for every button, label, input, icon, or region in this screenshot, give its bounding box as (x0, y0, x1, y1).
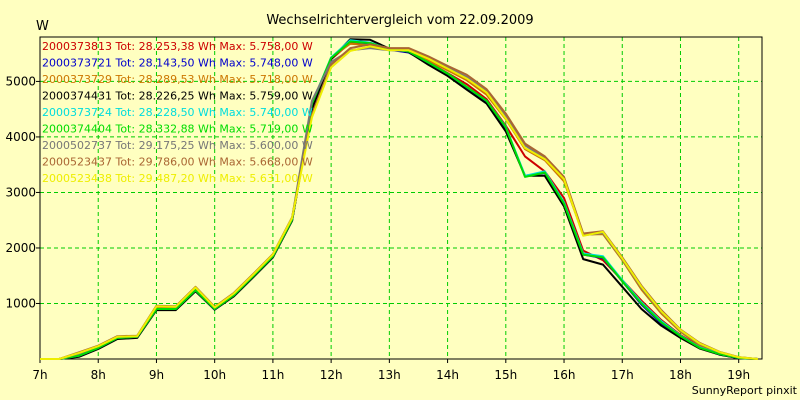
y-tick-label: 2000 (5, 241, 36, 255)
y-axis-label: W (36, 19, 49, 34)
legend-entry-2000373724: 2000373724 Tot: 28.228,50 Wh Max: 5.740,… (42, 106, 313, 119)
y-tick-label: 1000 (5, 296, 36, 310)
x-tick-label: 17h (611, 368, 634, 382)
x-tick-label: 12h (320, 368, 343, 382)
x-tick-label: 18h (669, 368, 692, 382)
x-tick-label: 7h (32, 368, 47, 382)
legend: 2000373813 Tot: 28.253,38 Wh Max: 5.758,… (42, 40, 313, 185)
axes: 1000 2000 3000 4000 5000 7h 8h 9h 10h 11h 12h 13h 14… (5, 36, 763, 382)
chart-title: Wechselrichtervergleich vom 22.09.2009 (266, 13, 533, 28)
series-lines (40, 38, 758, 360)
x-tick-label: 9h (149, 368, 164, 382)
x-tick-label: 14h (436, 368, 459, 382)
plot-frame (39, 36, 763, 360)
y-tick-label: 4000 (5, 130, 36, 144)
x-tick-label: 16h (553, 368, 576, 382)
x-tick-label: 10h (203, 368, 226, 382)
series-line-2000523438 (40, 45, 758, 360)
x-tick-label: 19h (727, 368, 750, 382)
x-tick-label: 13h (378, 368, 401, 382)
legend-entry-2000373721: 2000373721 Tot: 28.143,50 Wh Max: 5.748,… (42, 57, 313, 70)
legend-entry-2000502737: 2000502737 Tot: 29.175,25 Wh Max: 5.600,… (42, 139, 313, 152)
x-tick-label: 11h (261, 368, 284, 382)
x-tick-label: 8h (91, 368, 106, 382)
y-tick-label: 3000 (5, 185, 36, 199)
y-tick-label: 5000 (5, 74, 36, 88)
footer-credit: SunnyReport pinxit (692, 384, 798, 397)
grid (40, 37, 762, 359)
legend-entry-2000523438: 2000523438 Tot: 29.487,20 Wh Max: 5.631,… (42, 172, 313, 185)
legend-entry-2000373813: 2000373813 Tot: 28.253,38 Wh Max: 5.758,… (42, 40, 313, 53)
legend-entry-2000523437: 2000523437 Tot: 29.786,00 Wh Max: 5.668,… (42, 156, 313, 169)
x-tick-label: 15h (494, 368, 517, 382)
legend-entry-2000374431: 2000374431 Tot: 28.226,25 Wh Max: 5.759,… (42, 90, 313, 103)
legend-entry-2000373729: 2000373729 Tot: 28.289,53 Wh Max: 5.718,… (42, 73, 313, 86)
legend-entry-2000374404: 2000374404 Tot: 28.332,88 Wh Max: 5.719,… (42, 123, 313, 136)
